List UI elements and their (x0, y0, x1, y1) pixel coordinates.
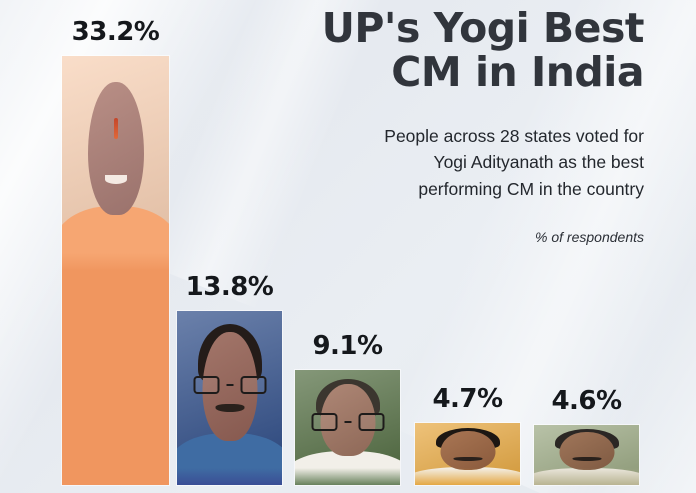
portrait-yogi-adityanath (62, 56, 169, 271)
headline-block: UP's Yogi Best CM in India People across… (224, 4, 645, 245)
portrait-mamata-banerjee (295, 370, 400, 485)
portrait-fade (534, 468, 639, 485)
bar-mk-stalin: 4.7% (415, 384, 520, 485)
subtitle-text: People across 28 states voted for Yogi A… (384, 125, 644, 200)
bar-mamata-banerjee: 9.1% (295, 331, 400, 485)
respondents-note: % of respondents (535, 228, 644, 245)
portrait-fade (177, 468, 282, 485)
portrait-fade (415, 468, 520, 485)
portrait-glasses (193, 376, 266, 394)
bar-value-label-yogi-adityanath: 33.2% (71, 17, 160, 47)
portrait-face (202, 332, 257, 441)
bar-value-label-arvind-kejriwal: 13.8% (185, 272, 274, 302)
bar-fill-yogi-adityanath (62, 56, 169, 485)
portrait-tilak (113, 118, 118, 139)
bar-value-label-mk-stalin: 4.7% (432, 384, 503, 414)
portrait-moustache (453, 457, 482, 461)
portrait-face (440, 431, 495, 470)
bar-fill-mamata-banerjee (295, 370, 400, 485)
portrait-face (320, 384, 375, 456)
portrait-moustache (215, 404, 244, 412)
bar-chandrababu-naidu: 4.6% (534, 386, 639, 485)
portrait-fade (62, 253, 169, 271)
bar-fill-arvind-kejriwal (177, 311, 282, 485)
portrait-chandrababu-naidu (534, 425, 639, 485)
bar-value-label-chandrababu-naidu: 4.6% (551, 386, 622, 416)
portrait-moustache (572, 457, 601, 461)
page-title: UP's Yogi Best CM in India (321, 4, 645, 97)
bar-arvind-kejriwal: 13.8% (177, 272, 282, 485)
portrait-glasses (311, 413, 384, 431)
portrait-mk-stalin (415, 423, 520, 485)
portrait-face (87, 82, 144, 215)
portrait-mouth (104, 175, 127, 184)
portrait-fade (295, 468, 400, 485)
bar-value-label-mamata-banerjee: 9.1% (312, 331, 383, 361)
bar-fill-chandrababu-naidu (534, 425, 639, 485)
portrait-face (559, 432, 614, 470)
bar-fill-mk-stalin (415, 423, 520, 485)
bar-yogi-adityanath: 33.2% (62, 17, 169, 485)
portrait-arvind-kejriwal (177, 311, 282, 485)
